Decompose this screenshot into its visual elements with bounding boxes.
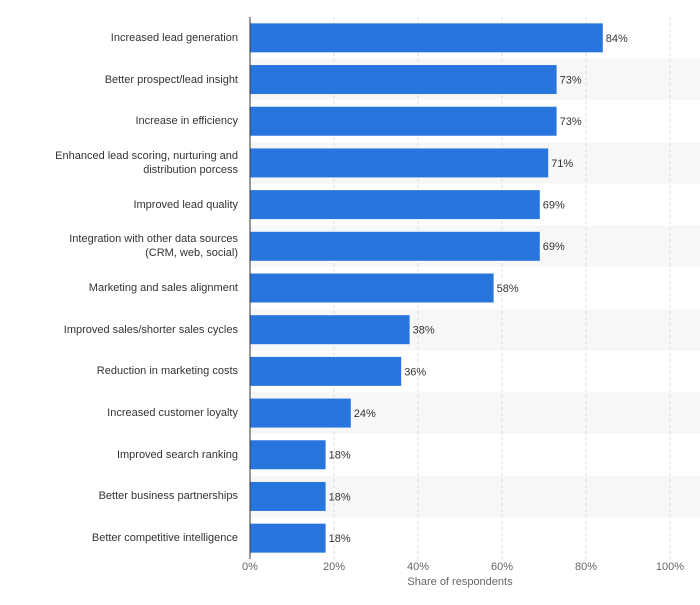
bar bbox=[250, 106, 557, 136]
bar bbox=[250, 148, 549, 178]
y-tick-label: Enhanced lead scoring, nurturing and dis… bbox=[55, 149, 238, 176]
bar bbox=[250, 315, 410, 345]
bar bbox=[250, 190, 540, 220]
data-label: 71% bbox=[551, 158, 573, 170]
y-tick-label: Improved lead quality bbox=[133, 198, 238, 211]
y-tick-label: Improved sales/shorter sales cycles bbox=[63, 323, 238, 336]
data-label: 18% bbox=[329, 533, 351, 545]
bar bbox=[250, 440, 326, 470]
bar bbox=[250, 523, 326, 553]
data-label: 58% bbox=[497, 283, 519, 295]
bar bbox=[250, 398, 351, 428]
data-label: 24% bbox=[354, 408, 376, 420]
x-tick-label: 40% bbox=[407, 561, 429, 573]
x-tick-label: 60% bbox=[491, 561, 513, 573]
bar bbox=[250, 356, 402, 386]
y-tick-label: Integration with other data sources (CRM… bbox=[69, 233, 238, 260]
y-tick-label: Better prospect/lead insight bbox=[104, 73, 238, 86]
x-tick-label: 0% bbox=[242, 561, 258, 573]
data-label: 84% bbox=[606, 33, 628, 45]
x-axis-title: Share of respondents bbox=[407, 576, 513, 588]
y-tick-label: Improved search ranking bbox=[116, 448, 238, 461]
x-tick-label: 80% bbox=[575, 561, 597, 573]
y-tick-label: Increase in efficiency bbox=[135, 115, 238, 128]
data-label: 69% bbox=[543, 200, 565, 212]
data-label: 73% bbox=[560, 116, 582, 128]
y-tick-label: Reduction in marketing costs bbox=[96, 365, 238, 378]
bar bbox=[250, 273, 494, 303]
data-label: 36% bbox=[404, 366, 426, 378]
bar bbox=[250, 65, 557, 95]
data-label: 69% bbox=[543, 241, 565, 253]
data-label: 18% bbox=[329, 450, 351, 462]
bar bbox=[250, 23, 603, 53]
x-tick-label: 20% bbox=[323, 561, 345, 573]
bar bbox=[250, 481, 326, 511]
data-label: 18% bbox=[329, 491, 351, 503]
x-tick-label: 100% bbox=[656, 561, 684, 573]
data-label: 38% bbox=[413, 325, 435, 337]
y-tick-label: Increased customer loyalty bbox=[107, 407, 238, 420]
data-label: 73% bbox=[560, 74, 582, 86]
y-tick-label: Better business partnerships bbox=[98, 490, 238, 503]
y-tick-label: Increased lead generation bbox=[110, 31, 238, 44]
y-tick-label: Better competitive intelligence bbox=[91, 532, 238, 545]
y-tick-label: Marketing and sales alignment bbox=[88, 282, 238, 294]
bar bbox=[250, 231, 540, 261]
